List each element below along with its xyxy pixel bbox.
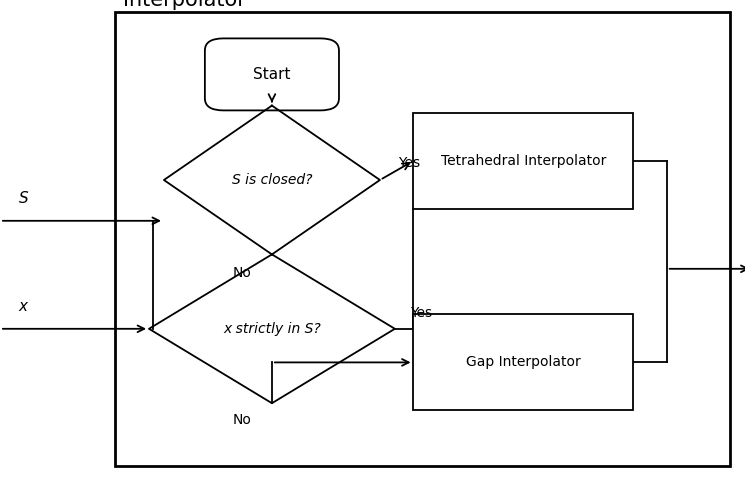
Text: Tetrahedral Interpolator: Tetrahedral Interpolator (441, 154, 606, 168)
Polygon shape (149, 254, 395, 403)
Bar (413, 314, 633, 410)
Text: No: No (232, 413, 252, 427)
Text: Yes: Yes (399, 156, 421, 170)
Text: Yes: Yes (410, 306, 432, 320)
Text: Start: Start (253, 67, 291, 82)
Text: x: x (19, 300, 28, 314)
Text: Gap Interpolator: Gap Interpolator (466, 355, 581, 370)
Text: x strictly in S?: x strictly in S? (223, 322, 321, 336)
Bar (115, 12, 730, 466)
Polygon shape (164, 106, 380, 254)
Text: S is closed?: S is closed? (232, 173, 312, 187)
FancyBboxPatch shape (205, 38, 339, 110)
Text: No: No (232, 266, 252, 280)
Text: S: S (19, 192, 28, 206)
Text: Interpolator: Interpolator (123, 0, 246, 10)
Bar (413, 113, 633, 209)
